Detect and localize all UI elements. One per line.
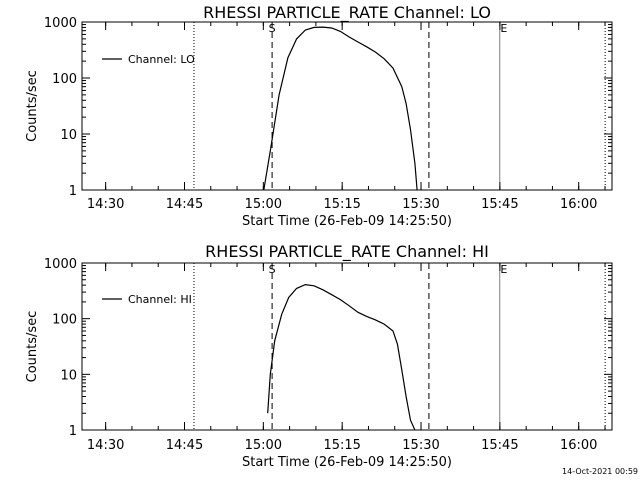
- x-axis-label: Start Time (26-Feb-09 14:25:50): [242, 214, 452, 229]
- y-tick-label: 1: [69, 184, 77, 199]
- plot-frame: [81, 262, 613, 431]
- chart-title: RHESSI PARTICLE_RATE Channel: LO: [203, 3, 491, 23]
- legend-label: Channel: HI: [128, 293, 192, 306]
- x-tick-label: 15:45: [481, 438, 518, 453]
- x-tick-label: 16:00: [560, 438, 597, 453]
- x-tick-label: 15:00: [245, 197, 282, 212]
- x-tick-label: 16:00: [560, 197, 597, 212]
- y-tick-label: 1000: [44, 16, 77, 31]
- x-tick-label: 14:45: [166, 438, 203, 453]
- x-tick-label: 15:45: [481, 197, 518, 212]
- end-marker-label: E: [500, 263, 507, 276]
- x-tick-label: 15:30: [402, 197, 439, 212]
- x-tick-label: 14:30: [87, 438, 124, 453]
- x-tick-label: 14:30: [87, 197, 124, 212]
- y-tick-label: 100: [52, 313, 77, 328]
- y-tick-label: 100: [52, 72, 77, 87]
- series-line: [263, 26, 418, 191]
- chart-title: RHESSI PARTICLE_RATE Channel: HI: [205, 242, 489, 262]
- legend-label: Channel: LO: [128, 53, 195, 66]
- series-line: [267, 283, 416, 431]
- x-tick-label: 14:45: [166, 197, 203, 212]
- start-marker-label: S: [269, 22, 276, 35]
- footer-timestamp: 14-Oct-2021 00:59: [562, 467, 638, 476]
- start-marker-label: S: [269, 263, 276, 276]
- y-tick-label: 10: [60, 128, 77, 143]
- panel-hi: RHESSI PARTICLE_RATE Channel: HI 1 10 100 10…: [25, 242, 613, 470]
- x-tick-label: 15:30: [402, 438, 439, 453]
- y-axis-label: Counts/sec: [25, 70, 40, 142]
- plot-frame: [81, 21, 613, 191]
- end-marker-label: E: [500, 22, 507, 35]
- x-tick-label: 15:00: [245, 438, 282, 453]
- x-tick-label: 15:15: [323, 197, 360, 212]
- y-tick-label: 10: [60, 368, 77, 383]
- y-axis-label: Counts/sec: [25, 311, 40, 383]
- x-tick-label: 15:15: [323, 438, 360, 453]
- y-tick-label: 1000: [44, 257, 77, 272]
- panel-lo: RHESSI PARTICLE_RATE Channel: LO 1 10 100 10…: [25, 3, 613, 229]
- y-tick-label: 1: [69, 424, 77, 439]
- x-axis-label: Start Time (26-Feb-09 14:25:50): [242, 455, 452, 470]
